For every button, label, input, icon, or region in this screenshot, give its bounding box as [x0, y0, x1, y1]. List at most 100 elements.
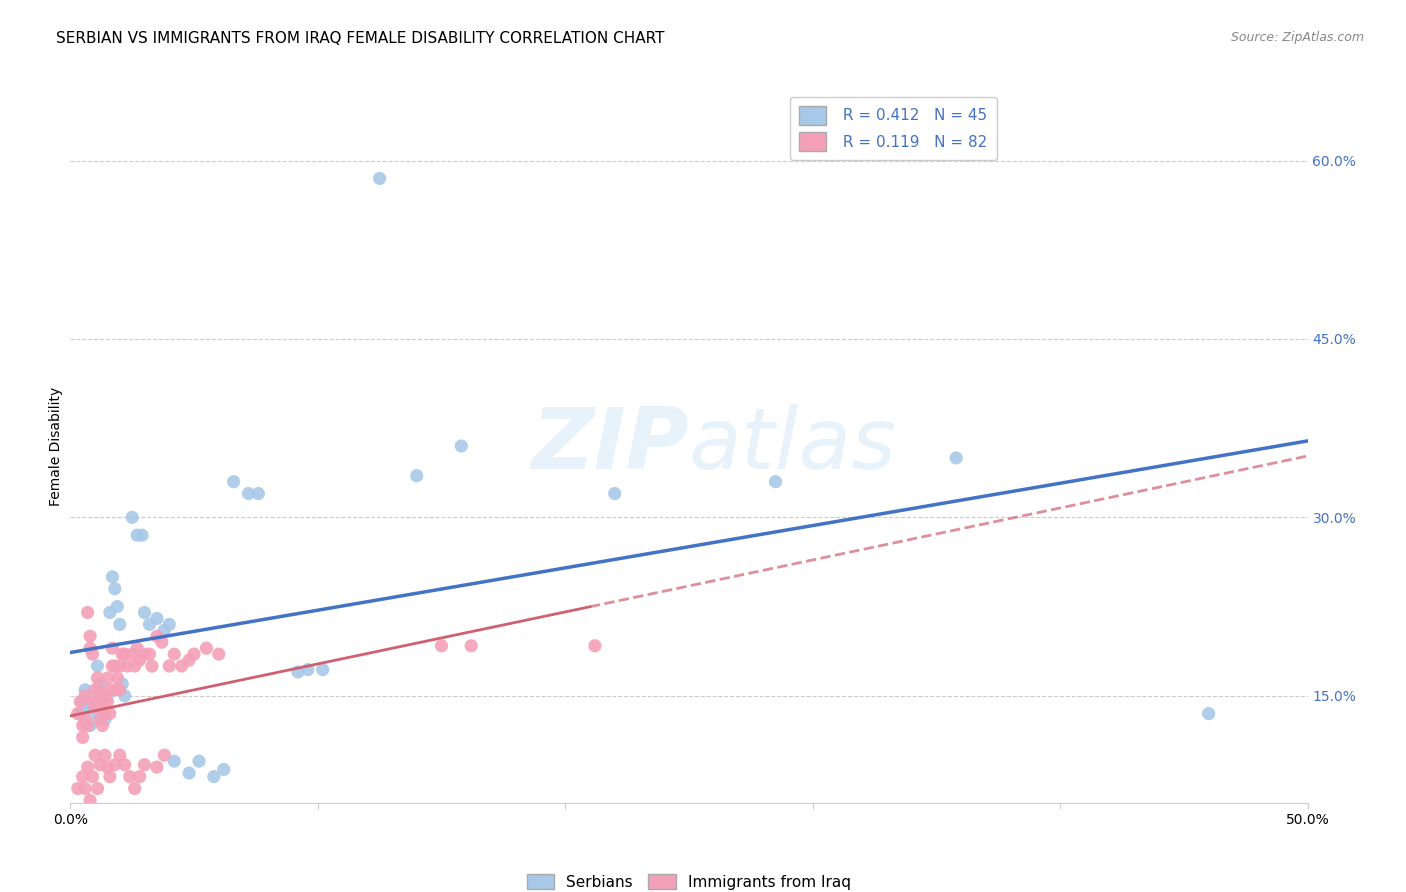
Point — [94, 713, 117, 727]
Point — [134, 606, 156, 620]
Point — [86, 659, 108, 673]
Point — [98, 770, 121, 784]
Point — [115, 659, 138, 673]
Point — [94, 706, 117, 721]
Point — [84, 748, 107, 763]
Point — [138, 617, 160, 632]
Point — [111, 647, 134, 661]
Point — [134, 757, 156, 772]
Point — [111, 677, 134, 691]
Point — [104, 659, 127, 673]
Point — [96, 671, 118, 685]
Text: Source: ZipAtlas.com: Source: ZipAtlas.com — [1230, 31, 1364, 45]
Point — [765, 475, 787, 489]
Point — [153, 748, 176, 763]
Point — [603, 486, 626, 500]
Point — [94, 748, 117, 763]
Point — [195, 641, 218, 656]
Point — [450, 439, 472, 453]
Point — [1198, 706, 1220, 721]
Point — [91, 700, 114, 714]
Point — [66, 781, 89, 796]
Point — [86, 781, 108, 796]
Point — [124, 659, 146, 673]
Point — [128, 653, 150, 667]
Point — [108, 617, 131, 632]
Point — [75, 682, 97, 697]
Point — [127, 641, 149, 656]
Point — [146, 629, 169, 643]
Point — [188, 754, 211, 768]
Point — [121, 647, 143, 661]
Point — [79, 629, 101, 643]
Point — [108, 659, 131, 673]
Point — [114, 689, 136, 703]
Point — [405, 468, 427, 483]
Point — [114, 757, 136, 772]
Point — [72, 695, 94, 709]
Point — [82, 695, 104, 709]
Point — [72, 718, 94, 732]
Point — [945, 450, 967, 465]
Text: atlas: atlas — [689, 404, 897, 488]
Point — [98, 706, 121, 721]
Point — [72, 731, 94, 745]
Point — [208, 647, 231, 661]
Point — [108, 682, 131, 697]
Point — [153, 624, 176, 638]
Point — [114, 647, 136, 661]
Point — [460, 639, 482, 653]
Point — [202, 770, 225, 784]
Point — [76, 700, 98, 714]
Point — [89, 682, 111, 697]
Point — [76, 606, 98, 620]
Point — [94, 689, 117, 703]
Point — [157, 659, 180, 673]
Point — [101, 659, 124, 673]
Point — [118, 770, 141, 784]
Point — [104, 757, 127, 772]
Point — [89, 713, 111, 727]
Point — [79, 718, 101, 732]
Point — [141, 659, 163, 673]
Point — [84, 682, 107, 697]
Point — [91, 695, 114, 709]
Point — [183, 647, 205, 661]
Point — [82, 770, 104, 784]
Point — [131, 528, 153, 542]
Point — [101, 570, 124, 584]
Point — [75, 781, 97, 796]
Point — [72, 770, 94, 784]
Point — [86, 671, 108, 685]
Point — [84, 706, 107, 721]
Point — [312, 663, 335, 677]
Point — [79, 793, 101, 807]
Text: ZIP: ZIP — [531, 404, 689, 488]
Point — [222, 475, 245, 489]
Point — [150, 635, 173, 649]
Point — [297, 663, 319, 677]
Legend: Serbians, Immigrants from Iraq: Serbians, Immigrants from Iraq — [520, 868, 858, 892]
Point — [86, 695, 108, 709]
Point — [108, 748, 131, 763]
Point — [91, 718, 114, 732]
Point — [212, 763, 235, 777]
Point — [287, 665, 309, 679]
Text: SERBIAN VS IMMIGRANTS FROM IRAQ FEMALE DISABILITY CORRELATION CHART: SERBIAN VS IMMIGRANTS FROM IRAQ FEMALE D… — [56, 31, 665, 46]
Point — [98, 606, 121, 620]
Point — [121, 510, 143, 524]
Point — [177, 766, 200, 780]
Point — [170, 659, 193, 673]
Point — [69, 706, 91, 721]
Point — [82, 700, 104, 714]
Point — [157, 617, 180, 632]
Point — [134, 647, 156, 661]
Point — [84, 700, 107, 714]
Point — [104, 682, 127, 697]
Point — [79, 641, 101, 656]
Point — [101, 641, 124, 656]
Point — [96, 760, 118, 774]
Point — [75, 689, 97, 703]
Point — [247, 486, 270, 500]
Point — [138, 647, 160, 661]
